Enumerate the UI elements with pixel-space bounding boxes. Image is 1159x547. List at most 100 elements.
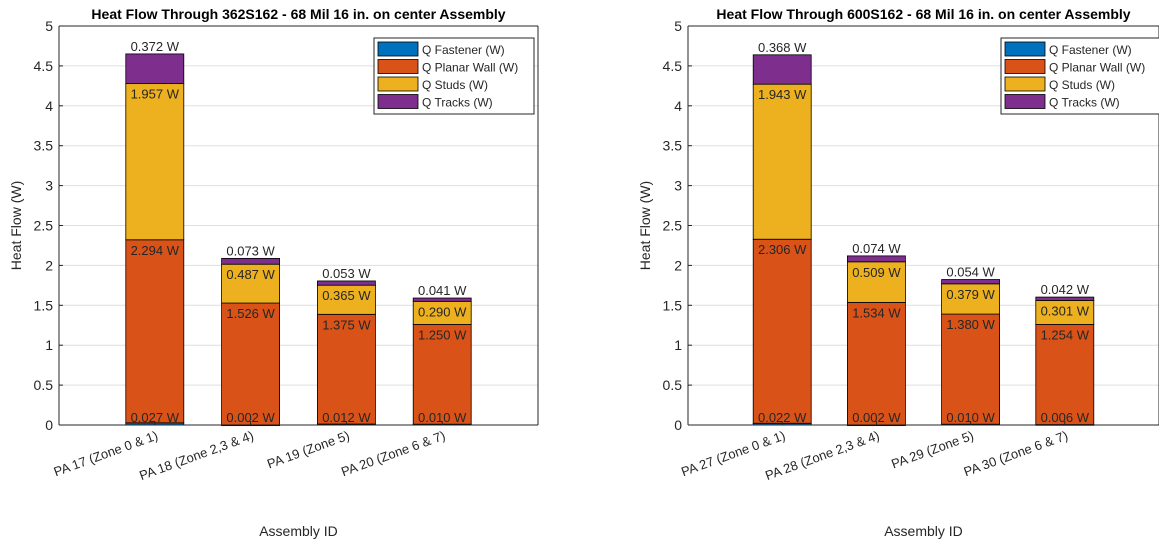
data-label: 1.943 W (758, 87, 807, 102)
x-axis-label: Assembly ID (259, 523, 338, 539)
data-label: 0.010 W (418, 410, 467, 425)
legend-swatch (377, 94, 419, 109)
bar-segment (125, 53, 185, 85)
y-tick-label: 3 (45, 178, 53, 194)
data-label: 1.250 W (418, 327, 467, 342)
data-label: 1.957 W (131, 87, 180, 102)
data-label: 0.054 W (946, 265, 995, 280)
data-label: 2.306 W (758, 242, 807, 257)
y-tick-label: 0.5 (34, 377, 54, 393)
legend-entry: Q Fastener (W) (422, 43, 505, 57)
data-label: 0.027 W (131, 410, 180, 425)
bar-segment (316, 284, 376, 315)
bar-segment (412, 324, 472, 425)
x-tick-label: PA 30 (Zone 6 & 7) (962, 428, 1070, 480)
chart-2: 0 0.5 1 1.5 2 2.5 3 3.5 4 4.5 5 0.022 W 2.306 W 1.943… (637, 6, 1159, 539)
y-tick-label: 0 (674, 417, 682, 433)
legend-swatch (1004, 41, 1046, 57)
data-label: 0.290 W (418, 304, 467, 319)
bar-segment (125, 83, 185, 241)
y-tick-label: 2.5 (34, 218, 54, 234)
legend-swatch (1004, 59, 1046, 74)
legend-entry: Q Planar Wall (W) (1049, 61, 1145, 75)
data-label: 1.534 W (852, 305, 901, 320)
bar-segment (847, 255, 906, 263)
chart-1: 0 0.5 1 1.5 2 2.5 3 3.5 4 4.5 5 0.027 W 2.294 W 1.957… (8, 6, 539, 539)
y-tick-label: 4.5 (34, 58, 54, 74)
bar-segment (752, 83, 812, 240)
bar-segment (316, 313, 376, 425)
bar-segment (412, 297, 472, 302)
y-axis-label: Heat Flow (W) (8, 181, 24, 270)
bar-segment (752, 54, 812, 85)
legend-entry: Q Studs (W) (422, 78, 488, 92)
data-label: 0.022 W (758, 410, 807, 425)
chart-title: Heat Flow Through 362S162 - 68 Mil 16 in… (91, 6, 505, 22)
data-label: 0.074 W (852, 241, 901, 256)
y-tick-label: 2 (674, 257, 682, 273)
data-label: 0.379 W (946, 287, 995, 302)
legend-swatch (1004, 76, 1046, 92)
data-label: 1.254 W (1041, 327, 1090, 342)
bar-segment (1035, 300, 1095, 325)
data-label: 0.509 W (852, 265, 901, 280)
y-tick-label: 3.5 (34, 138, 54, 154)
data-label: 2.294 W (131, 243, 180, 258)
data-label: 0.365 W (322, 288, 371, 303)
bar-segment (1035, 296, 1095, 301)
y-tick-label: 2.5 (663, 218, 683, 234)
y-tick-label: 4 (674, 98, 682, 114)
legend-entry: Q Tracks (W) (422, 96, 493, 110)
y-tick-label: 1.5 (34, 297, 54, 313)
data-label: 0.002 W (226, 410, 275, 425)
bar-segment (752, 238, 812, 424)
y-tick-label: 5 (45, 18, 53, 34)
y-tick-label: 3 (674, 178, 682, 194)
data-label: 0.073 W (226, 243, 275, 258)
data-label: 0.042 W (1041, 282, 1090, 297)
y-tick-label: 1 (45, 337, 53, 353)
data-label: 1.380 W (946, 317, 995, 332)
chart-title: Heat Flow Through 600S162 - 68 Mil 16 in… (716, 6, 1130, 22)
y-tick-label: 0 (45, 417, 53, 433)
y-tick-label: 0.5 (663, 377, 683, 393)
legend-entry: Q Studs (W) (1049, 78, 1115, 92)
bar-segment (221, 257, 281, 265)
bar-segment (316, 280, 376, 286)
y-axis-label: Heat Flow (W) (637, 181, 653, 270)
x-axis-label: Assembly ID (884, 523, 963, 539)
legend-swatch (1004, 94, 1046, 109)
y-tick-label: 4 (45, 98, 53, 114)
data-label: 0.368 W (758, 40, 807, 55)
y-tick-label: 3.5 (663, 138, 683, 154)
bar-segment (847, 302, 906, 426)
data-label: 0.487 W (226, 267, 275, 282)
data-label: 0.053 W (322, 266, 371, 281)
data-label: 0.012 W (322, 410, 371, 425)
legend-swatch (377, 59, 419, 74)
y-tick-label: 1.5 (663, 297, 683, 313)
x-tick-label: PA 20 (Zone 6 & 7) (339, 428, 447, 480)
data-label: 1.375 W (322, 317, 371, 332)
bar-segment (125, 239, 185, 424)
data-label: 0.002 W (852, 410, 901, 425)
legend-swatch (377, 41, 419, 57)
data-label: 0.301 W (1041, 303, 1090, 318)
y-tick-label: 5 (674, 18, 682, 34)
legend-entry: Q Fastener (W) (1049, 43, 1132, 57)
bar-segment (941, 279, 1000, 285)
bar-segment (847, 261, 906, 303)
bar-segment (221, 302, 281, 426)
data-label: 0.041 W (418, 283, 467, 298)
y-tick-label: 4.5 (663, 58, 683, 74)
bar-segment (1035, 324, 1095, 425)
legend-swatch (377, 76, 419, 92)
data-label: 0.372 W (131, 39, 180, 54)
data-label: 1.526 W (226, 306, 275, 321)
data-label: 0.006 W (1041, 410, 1090, 425)
bar-segment (941, 313, 1000, 425)
legend-entry: Q Tracks (W) (1049, 96, 1120, 110)
legend-entry: Q Planar Wall (W) (422, 61, 518, 75)
